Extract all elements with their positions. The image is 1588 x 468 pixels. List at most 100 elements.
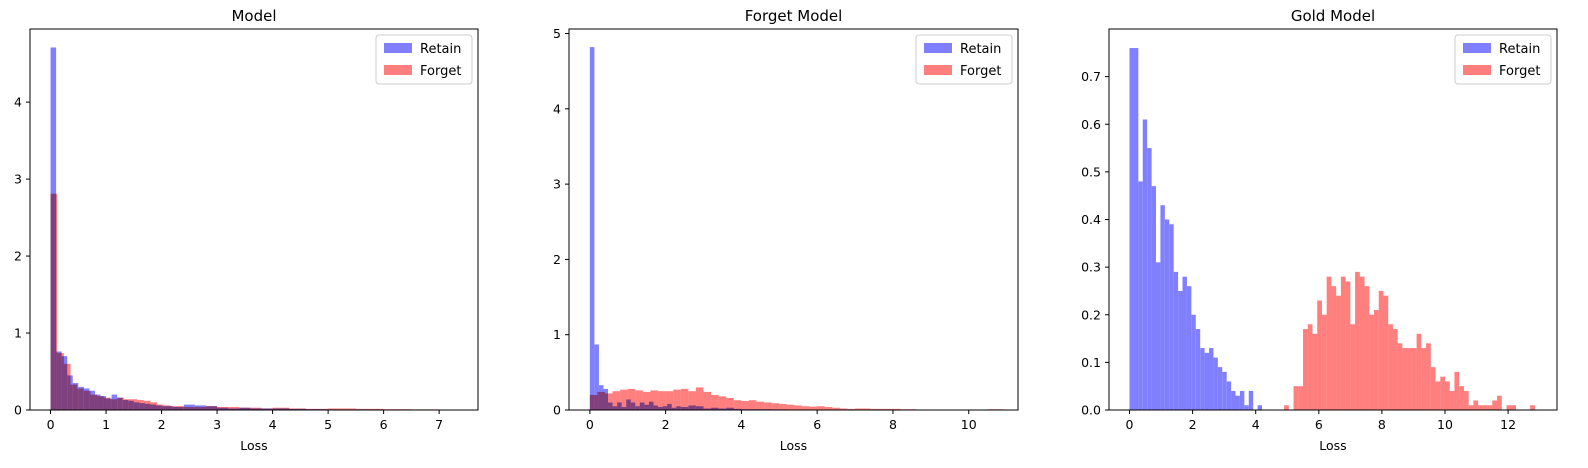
histogram-bar xyxy=(63,363,71,410)
histogram-bar xyxy=(83,390,91,410)
histogram-bar xyxy=(680,388,689,410)
x-tick-label: 8 xyxy=(1378,417,1386,432)
histogram-bar xyxy=(205,406,218,410)
histogram-bar xyxy=(1331,286,1337,410)
y-tick-label: 0.1 xyxy=(1081,355,1101,370)
x-tick-label: 6 xyxy=(813,417,821,432)
histogram-bar xyxy=(1317,300,1322,410)
histogram-bar xyxy=(688,391,696,410)
histogram-bar xyxy=(1244,405,1249,410)
histogram-bar xyxy=(163,405,171,410)
histogram-bar xyxy=(157,404,164,410)
histogram-bar xyxy=(123,399,131,410)
histogram-bar xyxy=(748,400,757,410)
histogram-bar xyxy=(1383,295,1389,410)
y-tick-label: 3 xyxy=(14,172,22,187)
histogram-bar xyxy=(1340,276,1346,410)
histogram-bar xyxy=(1248,390,1254,410)
histogram-bar xyxy=(847,408,856,410)
histogram-bar xyxy=(885,408,901,410)
x-tick-label: 4 xyxy=(1252,417,1260,432)
chart-panel: Gold Model 0 2 4 6 8 10 12 0.0 0.1 0.2 0.3 0.4 0.5 0.6… xyxy=(1081,7,1558,453)
legend-label: Retain xyxy=(420,42,461,57)
histogram-bar xyxy=(1326,276,1332,410)
legend-label: Forget xyxy=(420,64,461,79)
histogram-bar xyxy=(117,397,124,410)
histogram-bar xyxy=(217,406,229,410)
histogram-bar xyxy=(1374,309,1379,410)
y-tick-label: 4 xyxy=(14,95,22,110)
axes-frame xyxy=(29,28,479,411)
y-tick-label: 0.0 xyxy=(1081,403,1101,418)
histogram-bar xyxy=(597,391,605,410)
y-tick-label: 3 xyxy=(553,177,561,192)
histogram-bar xyxy=(1511,405,1516,410)
histogram-bar xyxy=(1482,405,1488,410)
histogram-bar xyxy=(658,391,666,410)
histogram-bar xyxy=(1369,314,1375,410)
histogram-bar xyxy=(726,397,734,410)
histogram-bar xyxy=(711,394,719,410)
histogram-bar xyxy=(1487,405,1493,410)
legend-swatch xyxy=(384,43,412,53)
histogram-bar xyxy=(1226,381,1232,410)
histogram-bar xyxy=(1426,343,1431,410)
histogram-bar xyxy=(786,404,795,410)
x-tick-label: 6 xyxy=(380,417,388,432)
series-forget xyxy=(589,387,1003,410)
histogram-bar xyxy=(741,400,749,410)
histogram-bar xyxy=(110,399,118,410)
series-retain xyxy=(50,47,412,411)
histogram-bar xyxy=(97,396,104,410)
x-axis-label: Loss xyxy=(780,438,807,453)
y-tick-label: 0.5 xyxy=(1081,164,1101,179)
histogram-bar xyxy=(1336,295,1341,410)
histogram-bar xyxy=(1459,386,1464,410)
histogram-bar xyxy=(665,391,674,410)
histogram-bar xyxy=(177,406,184,410)
histogram-bar xyxy=(1411,348,1417,410)
x-tick-label: 10 xyxy=(961,417,977,432)
x-axis-label: Loss xyxy=(1319,438,1346,453)
histogram-bar xyxy=(855,408,871,410)
y-tick-label: 5 xyxy=(553,26,561,41)
histogram-bar xyxy=(1388,324,1393,410)
histogram-bar xyxy=(1454,371,1460,410)
histogram-bar xyxy=(1239,390,1245,410)
histogram-bar xyxy=(57,353,64,410)
histogram-bar xyxy=(589,394,598,410)
x-tick-label: 3 xyxy=(213,417,221,432)
histogram-bar xyxy=(1321,314,1327,410)
histogram-bar xyxy=(1235,395,1240,410)
histogram-bar xyxy=(1231,390,1236,410)
y-tick-label: 0.2 xyxy=(1081,307,1101,322)
x-tick-label: 4 xyxy=(269,417,277,432)
histogram-bar xyxy=(1222,371,1227,410)
legend-label: Forget xyxy=(1499,64,1540,79)
x-tick-label: 12 xyxy=(1500,417,1516,432)
histogram-bar xyxy=(90,394,98,410)
histogram-bar xyxy=(764,402,772,410)
histogram-bar xyxy=(1430,367,1436,410)
x-tick-label: 8 xyxy=(889,417,897,432)
axes-frame xyxy=(568,28,1019,411)
histogram-bar xyxy=(194,406,206,410)
histogram-bar xyxy=(1204,352,1210,410)
histogram-bar xyxy=(250,407,262,410)
x-tick-label: 0 xyxy=(586,417,594,432)
histogram-bar xyxy=(1478,405,1483,410)
histogram-bar xyxy=(1209,348,1214,410)
x-tick-label: 5 xyxy=(324,417,332,432)
histogram-bar xyxy=(328,408,356,410)
histogram-bar xyxy=(1392,329,1398,410)
y-tick-label: 2 xyxy=(553,252,561,267)
x-tick-label: 0 xyxy=(1126,417,1134,432)
legend-label: Retain xyxy=(1499,42,1540,57)
histogram-bar xyxy=(1497,395,1502,410)
histogram-bar xyxy=(289,408,306,410)
histogram-bar xyxy=(1284,405,1289,410)
y-tick-label: 0 xyxy=(14,403,22,418)
histogram-bar xyxy=(612,391,621,410)
histogram-bar xyxy=(103,397,111,410)
